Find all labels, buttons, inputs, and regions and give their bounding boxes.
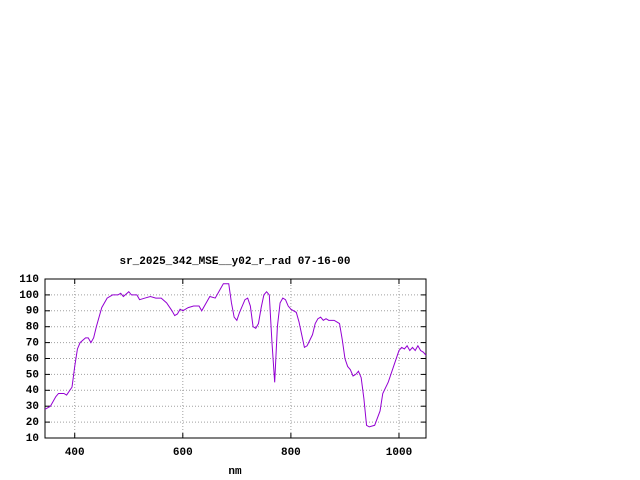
y-tick-label: 40 xyxy=(26,385,39,397)
y-tick-label: 90 xyxy=(26,306,39,318)
y-tick-label: 60 xyxy=(26,353,39,365)
y-tick-label: 50 xyxy=(26,369,39,381)
x-tick-label: 400 xyxy=(65,447,85,459)
plot-border xyxy=(44,278,427,439)
x-tick-label: 1000 xyxy=(386,447,412,459)
y-tick-label: 70 xyxy=(26,338,39,350)
y-tick-label: 10 xyxy=(26,433,39,445)
data-line xyxy=(44,283,427,428)
y-tick-label: 110 xyxy=(19,274,39,286)
x-axis-label: nm xyxy=(228,466,242,478)
y-tick-label: 100 xyxy=(19,290,39,302)
x-tick-label: 800 xyxy=(281,447,301,459)
y-tick-label: 30 xyxy=(26,401,39,413)
x-tick-label: 600 xyxy=(173,447,193,459)
chart-title: sr_2025_342_MSE__y02_r_rad 07-16-00 xyxy=(119,256,350,268)
y-tick-label: 20 xyxy=(26,417,39,429)
y-tick-label: 80 xyxy=(26,322,39,334)
